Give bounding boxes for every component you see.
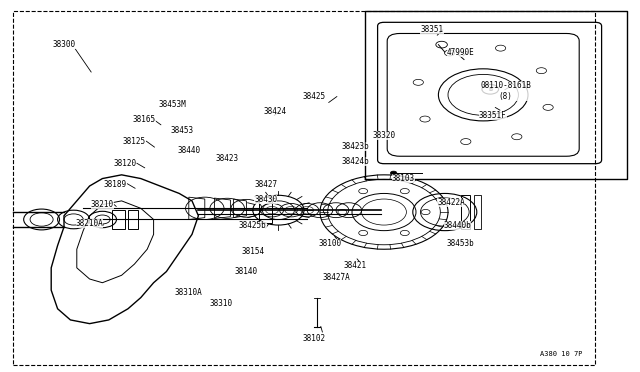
Text: B: B: [488, 87, 492, 92]
Text: 38154: 38154: [241, 247, 264, 256]
Text: 38440b: 38440b: [444, 221, 472, 230]
Text: 38423: 38423: [216, 154, 239, 163]
Text: 38102: 38102: [302, 334, 325, 343]
Text: 38424b: 38424b: [341, 157, 369, 166]
Bar: [112, 210, 125, 229]
Text: 38425: 38425: [302, 92, 325, 101]
Text: 38440: 38440: [177, 146, 200, 155]
Text: 38425b: 38425b: [239, 221, 267, 230]
Text: 38427: 38427: [254, 180, 277, 189]
Bar: [461, 195, 470, 229]
Text: 38189: 38189: [104, 180, 127, 189]
Text: 38423b: 38423b: [341, 142, 369, 151]
Text: 38351: 38351: [420, 25, 444, 34]
Text: 38421: 38421: [344, 262, 367, 270]
Text: 38103: 38103: [392, 174, 415, 183]
Text: 38424: 38424: [264, 107, 287, 116]
Text: 38300: 38300: [52, 40, 76, 49]
Text: 38210: 38210: [91, 200, 114, 209]
Text: 38453: 38453: [171, 126, 194, 135]
Text: 38453M: 38453M: [159, 100, 187, 109]
Bar: [128, 210, 138, 229]
Text: A380 10 7P: A380 10 7P: [540, 351, 582, 357]
Text: 38140: 38140: [235, 267, 258, 276]
Text: 38453b: 38453b: [447, 239, 475, 248]
Text: 38351F: 38351F: [479, 111, 507, 120]
Circle shape: [390, 171, 397, 175]
Text: 38320: 38320: [372, 131, 396, 140]
Bar: [259, 197, 272, 223]
Text: 47990E: 47990E: [447, 48, 475, 57]
Text: 38310A: 38310A: [175, 288, 203, 296]
Text: 38125: 38125: [123, 137, 146, 146]
Text: 38430: 38430: [254, 195, 277, 203]
Text: 38210A: 38210A: [76, 219, 104, 228]
Bar: [474, 195, 481, 229]
Text: 38422A: 38422A: [437, 198, 465, 207]
Text: 38165: 38165: [132, 115, 156, 124]
Text: 38120: 38120: [113, 159, 136, 168]
Text: 38100: 38100: [318, 239, 341, 248]
Text: 08110-8161B
(8): 08110-8161B (8): [480, 81, 531, 101]
Text: 38427A: 38427A: [322, 273, 350, 282]
Text: 38310: 38310: [209, 299, 232, 308]
